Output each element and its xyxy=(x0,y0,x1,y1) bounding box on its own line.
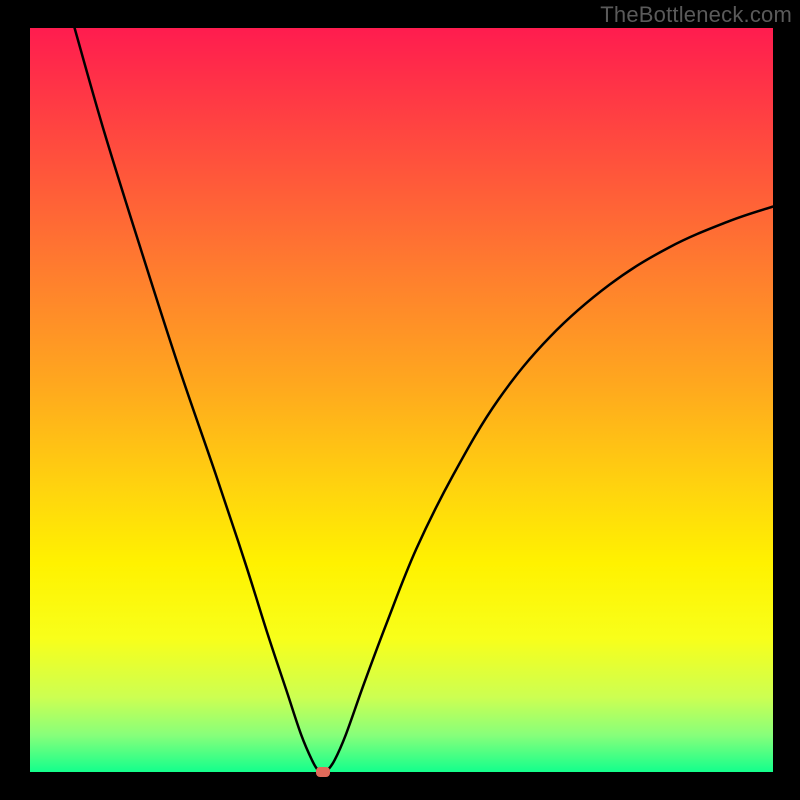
curve-path xyxy=(75,28,773,772)
minimum-marker xyxy=(316,767,330,777)
chart-frame: TheBottleneck.com xyxy=(0,0,800,800)
bottleneck-curve xyxy=(30,28,773,772)
watermark-text: TheBottleneck.com xyxy=(600,2,792,28)
plot-area xyxy=(30,28,773,772)
